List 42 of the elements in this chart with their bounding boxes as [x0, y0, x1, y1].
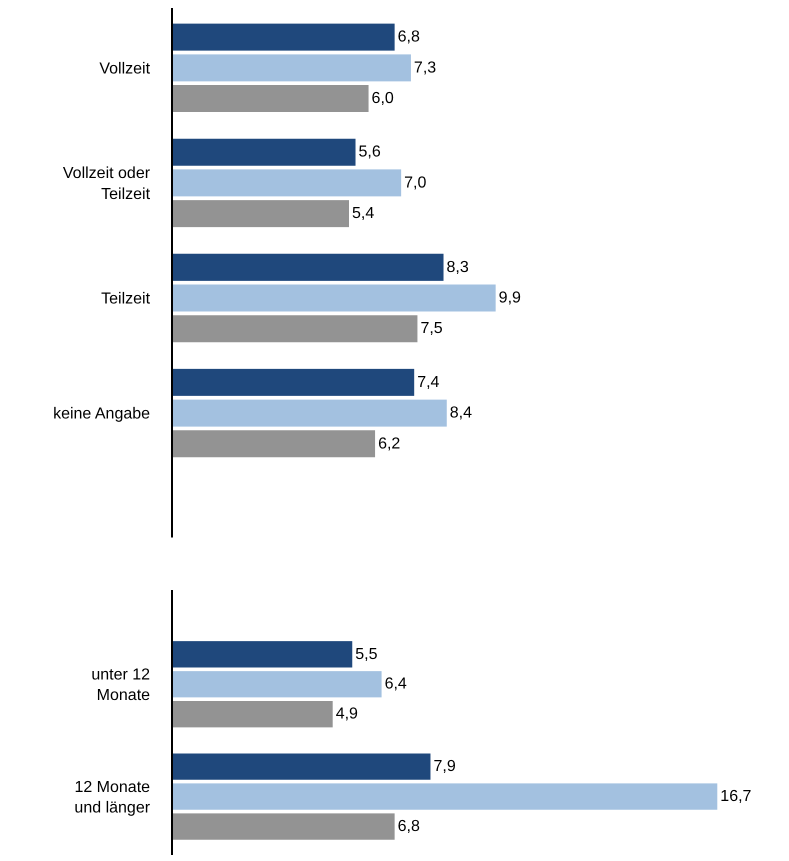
data-label: 7,4: [417, 374, 440, 391]
bar: [173, 430, 376, 458]
y-tick-label: Vollzeit: [99, 60, 151, 78]
bar: [173, 138, 356, 166]
bar: [173, 24, 395, 51]
data-label: 6,8: [398, 818, 420, 836]
data-label: 6,2: [378, 435, 400, 452]
bar: [173, 813, 395, 840]
data-label: 8,3: [446, 258, 469, 276]
bar: [173, 200, 349, 228]
data-label: 7,9: [433, 758, 456, 776]
bar: [173, 254, 444, 281]
data-label: 6,0: [372, 90, 394, 108]
bar: [173, 368, 414, 396]
bar: [173, 753, 430, 780]
data-label: 4,9: [336, 706, 358, 723]
bar: [173, 641, 352, 668]
data-label: 16,7: [720, 788, 752, 806]
data-label: 6,8: [398, 28, 420, 46]
data-label: 9,9: [498, 290, 522, 307]
bar: [173, 400, 447, 427]
data-label: 7,3: [414, 59, 436, 76]
data-label: 5,4: [352, 205, 374, 222]
bar: [173, 284, 496, 312]
bar: [173, 85, 369, 112]
data-label: 7,0: [404, 174, 426, 192]
bar: [173, 54, 411, 82]
bar: [173, 169, 402, 196]
bar: [173, 701, 333, 728]
y-tick-label: unter 12 Monate: [91, 666, 150, 704]
y-tick-label: Vollzeit oder Teilzeit: [62, 165, 151, 203]
y-tick-label: keine Angabe: [53, 406, 150, 423]
y-tick-label: Teilzeit: [101, 290, 151, 308]
data-label: 7,5: [420, 320, 443, 338]
data-label: 5,5: [355, 646, 378, 663]
data-label: 8,4: [450, 404, 472, 422]
bar: [173, 671, 382, 698]
y-tick-label: 12 Monate und länger: [74, 778, 151, 817]
bar: [173, 315, 418, 342]
bar: [173, 783, 718, 810]
data-label: 5,6: [358, 144, 381, 161]
data-label: 6,4: [384, 676, 407, 693]
